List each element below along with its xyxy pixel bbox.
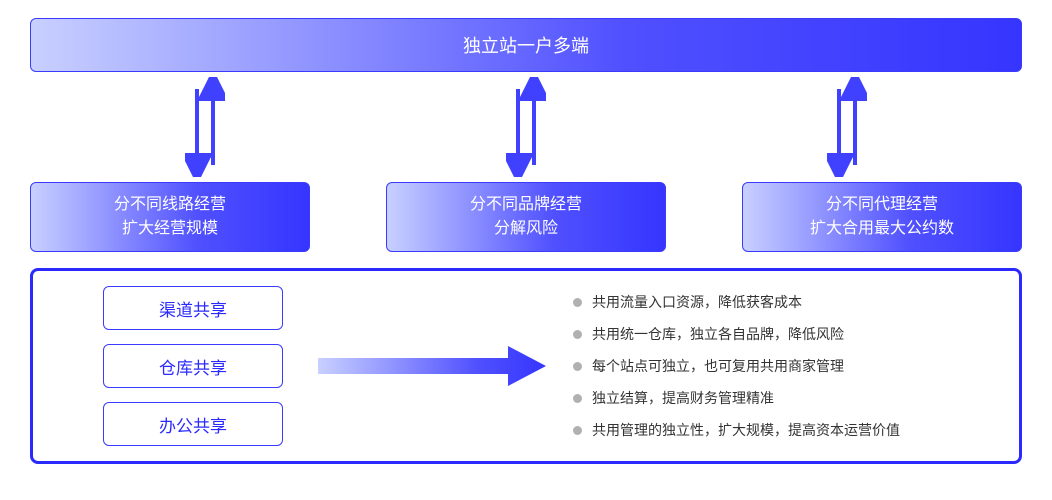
double-arrow-3: [732, 77, 962, 177]
share-box-2: 仓库共享: [103, 344, 283, 388]
bullet-dot-icon: [573, 426, 582, 435]
double-arrow-2: [411, 77, 641, 177]
mid-box-3-line2: 扩大合用最大公约数: [810, 217, 954, 241]
mid-box-1-line1: 分不同线路经营: [114, 193, 226, 217]
bullet-4: 独立结算，提高财务管理精准: [573, 388, 999, 408]
bullet-list: 共用流量入口资源，降低获客成本 共用统一仓库，独立各自品牌，降低风险 每个站点可…: [563, 292, 999, 440]
bullet-dot-icon: [573, 330, 582, 339]
bullet-5: 共用管理的独立性，扩大规模，提高资本运营价值: [573, 420, 999, 440]
mid-box-1: 分不同线路经营 扩大经营规模: [30, 182, 310, 252]
arrow-row: [30, 72, 1022, 182]
bullet-2-text: 共用统一仓库，独立各自品牌，降低风险: [592, 324, 844, 344]
share-box-3-label: 办公共享: [159, 412, 227, 437]
mid-box-1-line2: 扩大经营规模: [122, 217, 218, 241]
share-box-1: 渠道共享: [103, 286, 283, 330]
mid-box-2-line2: 分解风险: [494, 217, 558, 241]
bullet-dot-icon: [573, 394, 582, 403]
share-column: 渠道共享 仓库共享 办公共享: [103, 286, 283, 446]
mid-box-3: 分不同代理经营 扩大合用最大公约数: [742, 182, 1022, 252]
bullet-dot-icon: [573, 298, 582, 307]
bullet-3-text: 每个站点可独立，也可复用共用商家管理: [592, 356, 844, 376]
bullet-1-text: 共用流量入口资源，降低获客成本: [592, 292, 802, 312]
double-arrow-1: [90, 77, 320, 177]
mid-row: 分不同线路经营 扩大经营规模 分不同品牌经营 分解风险 分不同代理经营 扩大合用…: [30, 182, 1022, 252]
bottom-panel: 渠道共享 仓库共享 办公共享 共用流量入口资源，降低获客成本: [30, 268, 1022, 464]
bullet-5-text: 共用管理的独立性，扩大规模，提高资本运营价值: [592, 420, 900, 440]
bullet-3: 每个站点可独立，也可复用共用商家管理: [573, 356, 999, 376]
share-box-2-label: 仓库共享: [159, 354, 227, 379]
bullet-4-text: 独立结算，提高财务管理精准: [592, 388, 774, 408]
bullet-2: 共用统一仓库，独立各自品牌，降低风险: [573, 324, 999, 344]
bullet-1: 共用流量入口资源，降低获客成本: [573, 292, 999, 312]
mid-box-2-line1: 分不同品牌经营: [470, 193, 582, 217]
big-arrow: [303, 344, 563, 388]
top-banner-label: 独立站一户多端: [463, 32, 589, 58]
mid-box-2: 分不同品牌经营 分解风险: [386, 182, 666, 252]
mid-box-3-line1: 分不同代理经营: [826, 193, 938, 217]
bullet-dot-icon: [573, 362, 582, 371]
share-box-3: 办公共享: [103, 402, 283, 446]
top-banner: 独立站一户多端: [30, 18, 1022, 72]
share-box-1-label: 渠道共享: [159, 296, 227, 321]
